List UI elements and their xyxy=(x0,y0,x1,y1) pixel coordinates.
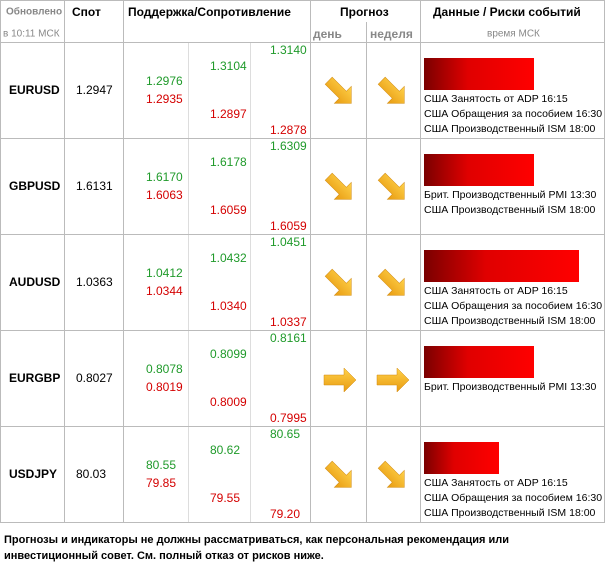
resistance: 1.3140 xyxy=(270,43,307,57)
week-header: неделя xyxy=(370,27,413,41)
grid-line xyxy=(310,0,311,522)
resistance: 1.6170 xyxy=(146,170,183,184)
support: 0.8009 xyxy=(210,395,247,409)
forecast-arrow xyxy=(377,76,405,104)
grid-line xyxy=(0,0,1,522)
pair: USDJPY xyxy=(9,467,58,481)
support: 1.0344 xyxy=(146,284,183,298)
risk-bar xyxy=(424,58,534,90)
support: 79.55 xyxy=(210,491,241,505)
support: 1.2878 xyxy=(270,123,307,137)
spot: 80.03 xyxy=(76,467,107,481)
event: Брит. Производственный PMI 13:30 xyxy=(424,381,597,393)
support: 1.6059 xyxy=(210,203,247,217)
support: 1.2935 xyxy=(146,92,183,106)
resistance: 1.6309 xyxy=(270,139,307,153)
footer: Прогнозы и индикаторы не должны рассматр… xyxy=(4,534,510,562)
grid-line xyxy=(0,426,605,427)
grid-line xyxy=(0,0,605,1)
resistance: 0.8161 xyxy=(270,331,307,345)
event: США Занятость от ADP 16:15 xyxy=(424,477,568,489)
risk-bar xyxy=(424,442,499,474)
events-time-header: время МСК xyxy=(487,28,540,40)
support: 0.8019 xyxy=(146,380,183,394)
events-header: Данные / Риски событий xyxy=(433,5,581,19)
pair: EURGBP xyxy=(9,371,61,385)
resistance: 1.0412 xyxy=(146,266,183,280)
grid-line xyxy=(604,0,605,522)
spot: 1.2947 xyxy=(76,83,113,97)
grid-line xyxy=(0,42,605,43)
forecast-arrow xyxy=(324,172,352,200)
grid-line xyxy=(123,0,124,522)
resistance: 1.0432 xyxy=(210,251,247,265)
day-header: день xyxy=(313,27,342,41)
forecast-arrow xyxy=(376,367,410,393)
event: Брит. Производственный PMI 13:30 xyxy=(424,189,597,201)
forecast-arrow xyxy=(377,460,405,488)
grid-line xyxy=(0,138,605,139)
grid-line xyxy=(64,0,65,522)
grid-line xyxy=(250,42,251,522)
support: 1.6059 xyxy=(270,219,307,233)
event: США Занятость от ADP 16:15 xyxy=(424,285,568,297)
spot: 1.6131 xyxy=(76,179,113,193)
resistance: 1.6178 xyxy=(210,155,247,169)
pair: AUDUSD xyxy=(9,275,61,289)
resistance: 1.3104 xyxy=(210,59,247,73)
event: США Производственный ISM 18:00 xyxy=(424,507,596,519)
forecast-arrow xyxy=(324,460,352,488)
resistance: 1.0451 xyxy=(270,235,307,249)
event: США Обращения за пособием 16:30 xyxy=(424,300,603,312)
forecast-arrow xyxy=(377,268,405,296)
forecast-arrow xyxy=(324,76,352,104)
spot: 0.8027 xyxy=(76,371,113,385)
event: США Обращения за пособием 16:30 xyxy=(424,108,603,120)
event: США Обращения за пособием 16:30 xyxy=(424,492,603,504)
risk-bar xyxy=(424,154,534,186)
spot-header: Спот xyxy=(72,5,101,19)
support: 79.20 xyxy=(270,507,301,521)
support: 0.7995 xyxy=(270,411,307,425)
support: 79.85 xyxy=(146,476,177,490)
support: 1.0340 xyxy=(210,299,247,313)
levels-header: Поддержка/Сопротивление xyxy=(128,5,291,19)
resistance: 80.55 xyxy=(146,458,177,472)
spot: 1.0363 xyxy=(76,275,113,289)
forecast-arrow xyxy=(324,268,352,296)
grid-line xyxy=(0,234,605,235)
resistance: 80.65 xyxy=(270,427,301,441)
resistance: 1.2976 xyxy=(146,74,183,88)
pair: EURUSD xyxy=(9,83,60,97)
resistance: 0.8099 xyxy=(210,347,247,361)
risk-bar xyxy=(424,346,534,378)
resistance: 0.8078 xyxy=(146,362,183,376)
support: 1.2897 xyxy=(210,107,247,121)
risk-bar xyxy=(424,250,579,282)
updated: Обновлено xyxy=(6,6,63,18)
updated-time: в 10:11 МСК xyxy=(3,28,60,40)
event: США Производственный ISM 18:00 xyxy=(424,123,596,135)
support: 1.6063 xyxy=(146,188,183,202)
forecast-header: Прогноз xyxy=(340,5,389,19)
pair: GBPUSD xyxy=(9,179,61,193)
grid-line xyxy=(0,330,605,331)
event: США Занятость от ADP 16:15 xyxy=(424,93,568,105)
forecast-arrow xyxy=(323,367,357,393)
support: 1.0337 xyxy=(270,315,307,329)
resistance: 80.62 xyxy=(210,443,241,457)
forecast-arrow xyxy=(377,172,405,200)
grid-line xyxy=(0,522,605,523)
grid-line xyxy=(420,0,421,522)
event: США Производственный ISM 18:00 xyxy=(424,204,596,216)
event: США Производственный ISM 18:00 xyxy=(424,315,596,327)
grid-line xyxy=(188,42,189,522)
grid-line xyxy=(366,22,367,522)
